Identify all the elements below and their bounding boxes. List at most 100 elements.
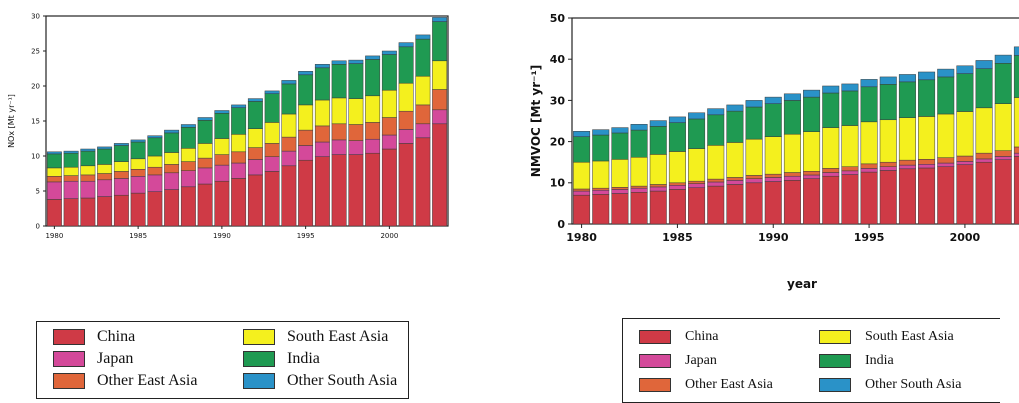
bar-segment-japan-1993 <box>264 156 280 172</box>
bar-segment-india-1996 <box>314 67 330 101</box>
bar-segment-china-1988 <box>726 184 744 225</box>
legend-item-other-east-asia: Other East Asia <box>53 372 197 390</box>
bar-segment-india-1990 <box>764 103 782 137</box>
bar-segment-other-south-asia-1986 <box>688 112 706 120</box>
legend-item-india: India <box>243 350 320 368</box>
bar-segment-other-east-asia-1992 <box>247 147 263 160</box>
bar-segment-japan-1997 <box>898 164 916 170</box>
bar-segment-china-1993 <box>264 171 280 227</box>
y-tick-label-30: 30 <box>550 94 566 107</box>
x-tick-label-1995: 1995 <box>297 232 315 240</box>
bar-segment-other-south-asia-1998 <box>348 59 364 64</box>
bar-segment-india-2003 <box>1013 55 1019 98</box>
bar-segment-india-1993 <box>822 92 840 128</box>
bar-segment-south-east-asia-1987 <box>707 145 725 180</box>
y-tick-label-10: 10 <box>550 177 566 190</box>
bar-segment-other-east-asia-1989 <box>745 175 763 179</box>
legend-swatch-japan <box>639 354 671 368</box>
x-tick-label-1980: 1980 <box>566 231 597 244</box>
bar-segment-japan-1985 <box>668 185 686 190</box>
legend-item-japan: Japan <box>53 350 133 368</box>
bar-segment-other-east-asia-1988 <box>726 177 744 181</box>
bar-segment-india-1998 <box>918 79 936 117</box>
bar-segment-south-east-asia-1985 <box>130 158 146 170</box>
bar-segment-south-east-asia-1986 <box>688 148 706 182</box>
bar-segment-japan-1981 <box>63 180 79 199</box>
bar-segment-south-east-asia-2000 <box>381 89 397 118</box>
bar-segment-other-east-asia-1981 <box>592 187 610 191</box>
bar-segment-india-1980 <box>573 136 591 163</box>
y-tick-label-15: 15 <box>31 117 40 125</box>
bar-segment-other-south-asia-1992 <box>247 98 263 102</box>
bar-segment-south-east-asia-2002 <box>415 75 431 106</box>
bar-segment-other-east-asia-1987 <box>164 164 180 174</box>
bar-segment-japan-1989 <box>197 167 213 185</box>
bar-segment-other-east-asia-1987 <box>707 178 725 183</box>
bar-segment-india-2001 <box>398 46 414 84</box>
legend-item-china: China <box>53 328 135 346</box>
bar-segment-india-1984 <box>649 126 667 155</box>
bar-segment-japan-1988 <box>180 170 196 188</box>
bar-segment-japan-1981 <box>592 189 610 195</box>
bar-segment-india-1997 <box>331 64 347 99</box>
bar-segment-china-1996 <box>314 156 330 227</box>
bar-segment-south-east-asia-1983 <box>97 164 113 174</box>
bar-segment-india-1995 <box>298 74 314 106</box>
legend-swatch-other-east-asia <box>639 378 671 392</box>
legend-swatch-china <box>639 330 671 344</box>
bar-segment-other-east-asia-1998 <box>348 124 364 141</box>
bar-segment-south-east-asia-1993 <box>822 127 840 169</box>
legend-label-other-south-asia: Other South Asia <box>865 377 962 392</box>
bar-segment-india-1986 <box>147 137 163 157</box>
bar-segment-china-2002 <box>994 159 1012 225</box>
bar-segment-india-1982 <box>80 150 96 167</box>
bar-segment-china-1994 <box>841 174 859 225</box>
bar-segment-india-1999 <box>365 59 381 97</box>
bar-segment-other-south-asia-2002 <box>994 54 1012 64</box>
y-tick-label-0: 0 <box>36 222 40 230</box>
nmvoc-chart-panel: 0 10 20 30 40 50 1980 1985 1990 1995 2000 NMVOC [Mt… <box>520 0 1019 403</box>
bar-segment-south-east-asia-1987 <box>164 152 180 165</box>
bar-segment-china-2003 <box>1013 156 1019 225</box>
bar-segment-other-east-asia-1994 <box>841 166 859 172</box>
bar-segment-other-east-asia-1983 <box>630 185 648 189</box>
bar-segment-japan-1986 <box>688 183 706 188</box>
bar-segment-china-1982 <box>611 193 629 225</box>
bar-segment-china-1980 <box>46 199 62 227</box>
bar-segment-other-east-asia-1980 <box>573 188 591 192</box>
bar-segment-india-1987 <box>164 132 180 153</box>
bar-segment-other-south-asia-1988 <box>180 124 196 128</box>
bar-segment-other-east-asia-1995 <box>298 129 314 146</box>
bar-segment-south-east-asia-1997 <box>898 117 916 161</box>
legend-label-south-east-asia: South East Asia <box>287 328 389 345</box>
bar-segment-japan-1987 <box>707 181 725 187</box>
bar-segment-other-east-asia-1993 <box>264 143 280 157</box>
y-tick-label-10: 10 <box>31 152 40 160</box>
bar-segment-japan-1984 <box>113 178 129 196</box>
nmvoc-chart-legend: China South East Asia Japan India Other East… <box>622 318 1000 403</box>
y-tick-label-5: 5 <box>36 187 40 195</box>
bar-segment-china-1990 <box>214 180 230 227</box>
bar-segment-india-1989 <box>197 120 213 144</box>
x-tick-label-1990: 1990 <box>758 231 789 244</box>
bar-segment-china-1987 <box>707 185 725 225</box>
bar-segment-japan-2003 <box>432 109 448 125</box>
bar-segment-other-east-asia-2001 <box>975 152 993 160</box>
bar-segment-other-south-asia-2000 <box>381 50 397 55</box>
bar-segment-other-east-asia-1984 <box>113 171 129 179</box>
bar-segment-other-east-asia-1980 <box>46 176 62 183</box>
bar-segment-other-south-asia-1997 <box>898 74 916 83</box>
bar-segment-other-south-asia-1998 <box>918 71 936 81</box>
bar-segment-japan-1997 <box>331 139 347 155</box>
bar-segment-china-1994 <box>281 165 297 227</box>
bar-segment-other-south-asia-1981 <box>63 150 79 154</box>
bar-segment-south-east-asia-1994 <box>841 125 859 167</box>
bar-segment-india-2003 <box>432 21 448 62</box>
bar-segment-japan-1983 <box>97 179 113 197</box>
legend-item-japan: Japan <box>639 353 717 369</box>
legend-label-japan: Japan <box>685 353 717 368</box>
bar-segment-south-east-asia-2002 <box>994 103 1012 151</box>
bar-segment-japan-1986 <box>147 174 163 192</box>
bar-segment-south-east-asia-1995 <box>860 121 878 165</box>
bar-segment-south-east-asia-1990 <box>764 136 782 175</box>
